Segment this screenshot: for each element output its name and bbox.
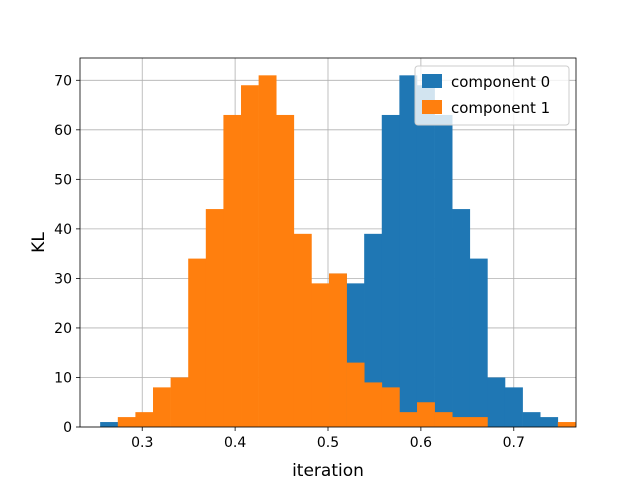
bar-series-1 bbox=[346, 362, 365, 427]
y-tick-label: 10 bbox=[54, 370, 72, 386]
x-tick-label: 0.5 bbox=[317, 435, 339, 451]
bar-series-0 bbox=[399, 75, 418, 427]
x-axis-label: iteration bbox=[292, 461, 364, 480]
x-axis-ticks: 0.3 0.4 0.5 0.6 0.7 bbox=[131, 427, 525, 451]
bar-series-0 bbox=[364, 233, 383, 427]
y-tick-label: 60 bbox=[54, 123, 72, 139]
legend-label: component 0 bbox=[451, 73, 550, 91]
bar-series-1 bbox=[557, 422, 576, 427]
bar-series-1 bbox=[434, 412, 453, 427]
bar-series-1 bbox=[135, 412, 154, 427]
bar-series-1 bbox=[381, 387, 400, 427]
y-axis-ticks: 0 10 20 30 40 50 60 70 bbox=[54, 73, 80, 436]
bar-series-0 bbox=[100, 422, 119, 427]
bar-series-1 bbox=[417, 402, 435, 427]
bar-series-1 bbox=[311, 283, 330, 427]
bar-series-1 bbox=[469, 417, 488, 427]
bar-series-1 bbox=[223, 114, 242, 428]
x-tick-label: 0.7 bbox=[503, 435, 525, 451]
y-tick-label: 20 bbox=[54, 321, 72, 337]
legend-box bbox=[414, 65, 570, 126]
histogram-bars bbox=[100, 75, 576, 428]
y-axis-label: KL bbox=[29, 232, 49, 253]
bar-series-1 bbox=[117, 417, 136, 427]
bar-series-1 bbox=[205, 209, 224, 427]
y-tick-label: 0 bbox=[63, 420, 72, 436]
y-tick-label: 40 bbox=[54, 222, 72, 238]
x-tick-label: 0.6 bbox=[410, 435, 432, 451]
bar-series-1 bbox=[329, 273, 347, 427]
bar-series-1 bbox=[188, 258, 207, 427]
x-tick-label: 0.3 bbox=[131, 435, 153, 451]
legend-label: component 1 bbox=[451, 99, 550, 117]
bar-series-0 bbox=[452, 209, 471, 427]
bar-series-0 bbox=[504, 387, 523, 427]
y-tick-label: 70 bbox=[54, 73, 72, 89]
bar-series-0 bbox=[487, 377, 506, 427]
legend-swatch bbox=[422, 100, 442, 114]
bar-series-0 bbox=[540, 417, 559, 427]
bar-series-1 bbox=[170, 377, 189, 427]
bar-series-0 bbox=[434, 114, 453, 428]
x-tick-label: 0.4 bbox=[224, 435, 246, 451]
y-tick-label: 50 bbox=[54, 172, 72, 188]
bar-series-1 bbox=[452, 417, 471, 427]
legend-swatch bbox=[422, 74, 442, 88]
y-tick-label: 30 bbox=[54, 271, 72, 287]
legend: component 0 component 1 bbox=[414, 65, 570, 126]
bar-series-0 bbox=[416, 85, 435, 427]
bar-series-1 bbox=[399, 412, 418, 427]
bar-series-1 bbox=[258, 75, 277, 427]
bar-series-0 bbox=[522, 412, 541, 427]
bar-series-1 bbox=[241, 85, 259, 427]
bar-series-1 bbox=[364, 382, 383, 427]
bar-series-1 bbox=[276, 114, 295, 428]
bar-series-0 bbox=[469, 258, 488, 427]
bar-series-1 bbox=[293, 233, 312, 427]
bar-series-0 bbox=[381, 114, 400, 428]
bar-series-1 bbox=[153, 387, 171, 427]
